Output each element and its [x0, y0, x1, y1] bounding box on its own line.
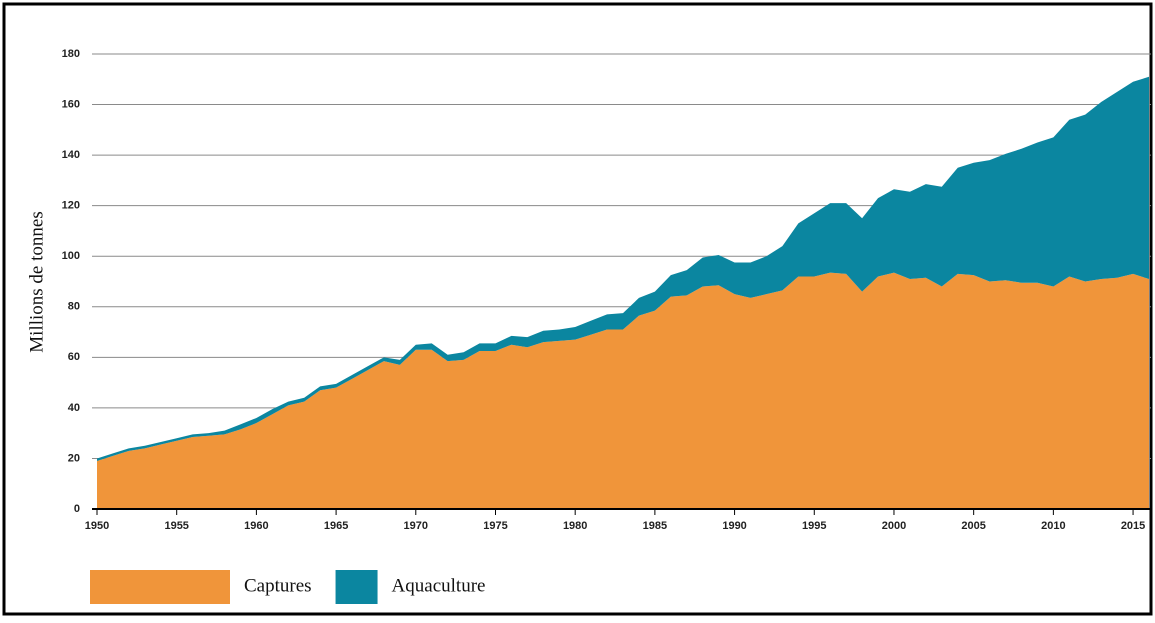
area	[97, 76, 1149, 461]
y-axis-label: Millions de tonnes	[26, 211, 47, 352]
legend-label: Captures	[244, 575, 312, 596]
x-tick-label: 1975	[483, 520, 507, 532]
y-tick-label: 20	[68, 452, 80, 464]
legend-label: Aquaculture	[392, 575, 486, 596]
x-tick-label: 2005	[961, 520, 985, 532]
x-tick-label: 1950	[85, 520, 109, 532]
y-tick-label: 40	[68, 402, 80, 414]
y-tick-label: 120	[62, 200, 80, 212]
x-tick-label: 1985	[643, 520, 667, 532]
y-tick-label: 100	[62, 250, 80, 262]
legend-swatch	[335, 570, 378, 604]
y-tick-label: 60	[68, 351, 80, 363]
x-tick-label: 1960	[244, 520, 268, 532]
areas	[97, 76, 1149, 509]
x-tick-label: 2010	[1041, 520, 1065, 532]
y-tick-label: 140	[62, 149, 80, 161]
axes: 0 20 40 60 80 100 120 140 160 180 1950 1955 1960 1965…	[62, 48, 1151, 532]
x-tick-label: 1995	[802, 520, 826, 532]
x-tick-label: 2015	[1121, 520, 1145, 532]
legend-swatch	[90, 570, 230, 604]
x-tick-label: 1970	[404, 520, 428, 532]
legend: Captures Aquaculture	[90, 570, 485, 604]
x-tick-label: 1980	[563, 520, 587, 532]
y-tick-label: 160	[62, 98, 80, 110]
x-tick-label: 1990	[722, 520, 746, 532]
y-tick-label: 180	[62, 48, 80, 60]
area	[97, 272, 1149, 509]
x-tick-label: 1955	[164, 520, 188, 532]
y-tick-label: 80	[68, 301, 80, 313]
x-tick-label: 1965	[324, 520, 348, 532]
x-tick-label: 2000	[882, 520, 906, 532]
y-tick-label: 0	[74, 503, 80, 515]
